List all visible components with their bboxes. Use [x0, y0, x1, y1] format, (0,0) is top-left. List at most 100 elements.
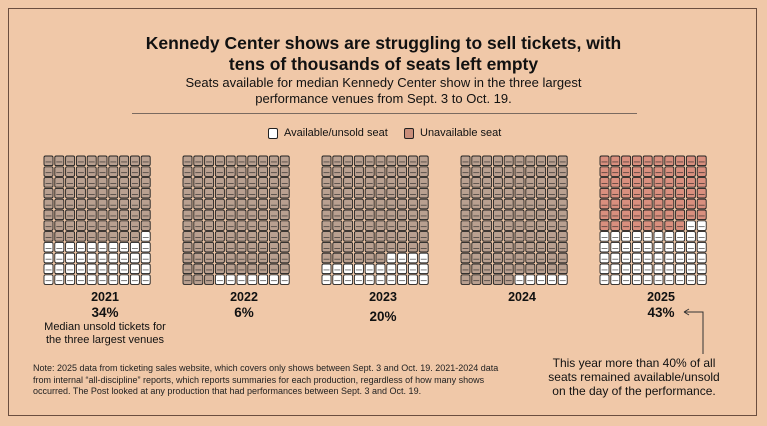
available-seat — [97, 241, 108, 253]
available-seat — [610, 263, 621, 275]
unavailable-seat — [514, 252, 525, 264]
available-seat — [75, 263, 86, 275]
year-label-2023: 2023 — [369, 290, 397, 304]
available-seat — [140, 241, 151, 253]
title-line-1: Kennedy Center shows are struggling to s… — [145, 33, 622, 53]
unavailable-seat — [225, 155, 236, 167]
unavailable-seat — [492, 177, 503, 188]
unavailable-seat — [460, 231, 471, 242]
unavailable-seat — [546, 241, 557, 253]
unavailable-seat — [214, 177, 225, 188]
unavailable-seat — [108, 198, 119, 210]
unavailable-seat — [364, 209, 375, 221]
unavailable-seat — [236, 263, 247, 275]
available-seat — [525, 274, 536, 285]
unavailable-seat — [696, 198, 707, 210]
unavailable-seat — [653, 177, 664, 188]
unavailable-seat — [236, 198, 247, 210]
pct-label-2022: 6% — [234, 305, 254, 320]
legend-unavailable: Unavailable seat — [404, 127, 501, 139]
unavailable-seat — [119, 187, 130, 199]
available-seat — [75, 252, 86, 264]
unavailable-seat — [364, 231, 375, 242]
available-seat — [386, 274, 397, 285]
unavailable-seat — [97, 209, 108, 221]
unavailable-seat — [418, 177, 429, 188]
available-seat — [418, 274, 429, 285]
available-seat — [599, 252, 610, 264]
available-seat — [621, 274, 632, 285]
unavailable-seat — [129, 220, 140, 231]
available-seat — [653, 231, 664, 242]
unavailable-seat — [321, 209, 332, 221]
unavailable-seat — [75, 177, 86, 188]
unavailable-seat — [65, 209, 76, 221]
available-seat — [86, 274, 97, 285]
unavailable-seat — [653, 155, 664, 167]
unavailable-seat — [418, 220, 429, 231]
unavailable-seat — [86, 198, 97, 210]
available-seat — [353, 274, 364, 285]
unavailable-seat — [129, 198, 140, 210]
available-seat — [119, 241, 130, 253]
unavailable-seat — [182, 274, 193, 285]
unavailable-seat — [514, 220, 525, 231]
available-seat — [418, 252, 429, 264]
available-seat — [364, 263, 375, 275]
unavailable-seat — [204, 220, 215, 231]
available-seat — [43, 252, 54, 264]
available-seat — [418, 263, 429, 275]
unavailable-seat — [407, 209, 418, 221]
unavailable-seat — [54, 231, 65, 242]
legend-unavailable-label: Unavailable seat — [420, 127, 502, 139]
available-seat — [397, 274, 408, 285]
available-seat — [332, 274, 343, 285]
unavailable-seat — [258, 209, 269, 221]
unavailable-seat — [54, 177, 65, 188]
unavailable-seat — [536, 241, 547, 253]
unavailable-seat — [119, 177, 130, 188]
available-seat — [407, 252, 418, 264]
available-seat — [364, 274, 375, 285]
unavailable-seat — [353, 155, 364, 167]
unavailable-seat — [482, 241, 493, 253]
available-seat-icon — [268, 127, 278, 139]
available-seat — [653, 274, 664, 285]
unavailable-seat — [236, 209, 247, 221]
available-seat — [675, 231, 686, 242]
unavailable-seat — [364, 166, 375, 177]
unavailable-seat — [397, 187, 408, 199]
unavailable-seat — [364, 187, 375, 199]
unavailable-seat — [546, 263, 557, 275]
available-seat — [65, 263, 76, 275]
available-seat — [397, 252, 408, 264]
unavailable-seat — [193, 155, 204, 167]
unavailable-seat — [492, 252, 503, 264]
available-seat — [664, 252, 675, 264]
available-seat — [631, 263, 642, 275]
unavailable-seat — [97, 155, 108, 167]
unavailable-seat — [321, 187, 332, 199]
unavailable-seat-icon — [404, 127, 414, 139]
unavailable-seat — [353, 177, 364, 188]
unavailable-seat — [610, 166, 621, 177]
unavailable-seat — [182, 220, 193, 231]
unavailable-seat — [492, 220, 503, 231]
chart-frame — [8, 8, 757, 416]
callout-line-3: on the day of the performance. — [552, 384, 716, 398]
unavailable-seat — [54, 209, 65, 221]
unavailable-seat — [525, 155, 536, 167]
unavailable-seat — [621, 187, 632, 199]
pct-label-2021: 34% — [91, 305, 119, 320]
unavailable-seat — [43, 198, 54, 210]
footnote-line-3: occurred. The Post looked at any product… — [33, 386, 422, 396]
available-seat — [696, 263, 707, 275]
unavailable-seat — [557, 231, 568, 242]
unavailable-seat — [407, 166, 418, 177]
unavailable-seat — [75, 209, 86, 221]
unavailable-seat — [482, 166, 493, 177]
unavailable-seat — [471, 177, 482, 188]
unavailable-seat — [407, 220, 418, 231]
available-seat — [631, 274, 642, 285]
unavailable-seat — [407, 177, 418, 188]
